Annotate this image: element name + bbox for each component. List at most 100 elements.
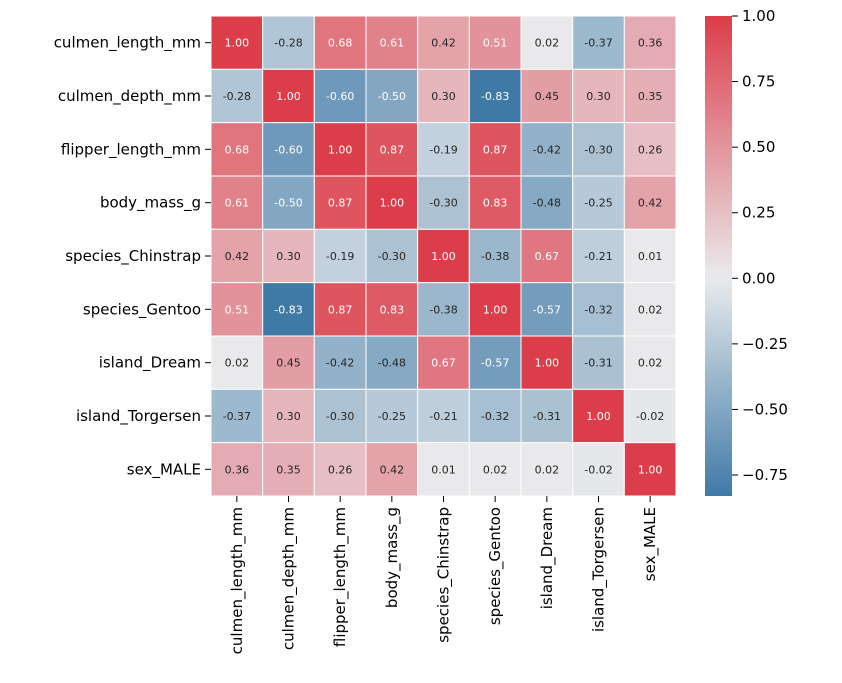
heatmap-cell-culmen-depth-mm-island-dream: [520, 68, 574, 124]
cell-value-label: -0.25: [584, 197, 612, 210]
cell-value-label: 0.87: [380, 143, 405, 156]
heatmap-cell-body-mass-g-culmen-depth-mm: [262, 175, 315, 230]
cell-value-label: -0.42: [326, 357, 354, 370]
column-tick-labels: culmen_length_mm culmen_depth_mm flipper_l…: [228, 496, 660, 654]
cell-value-label: 0.30: [276, 410, 301, 423]
heatmap-cell-culmen-depth-mm-culmen-length-mm: [210, 68, 264, 124]
heatmap-cell-island-torgersen-flipper-length-mm: [313, 388, 367, 444]
colorbar: 1.00 0.75 0.50 0.25 0.00 −0.25 −0.50 −0.75: [705, 7, 788, 496]
row-label-culmen-depth-mm: culmen_depth_mm: [58, 87, 201, 106]
cell-value-label: -0.25: [378, 410, 406, 423]
cell-value-label: -0.42: [533, 143, 561, 156]
heatmap-cell-culmen-length-mm-culmen-depth-mm: [262, 15, 315, 70]
row-label-sex-male: sex_MALE: [127, 460, 201, 479]
heatmap-cells: [210, 15, 677, 497]
cell-value-label: 0.36: [638, 37, 663, 50]
cell-value-label: 1.00: [535, 357, 560, 370]
heatmap-cell-sex-male-species-chinstrap: [417, 442, 470, 497]
heatmap-cell-species-gentoo-body-mass-g: [365, 282, 419, 337]
heatmap-cell-labels: 1.00 -0.28 0.68 0.61 0.42 0.51 0.02 -0.37 0.36 -0…: [223, 37, 665, 477]
colorbar-tick-label: −0.75: [742, 466, 788, 484]
cell-value-label: -0.57: [533, 303, 561, 316]
cell-value-label: 0.45: [276, 357, 301, 370]
row-label-island-torgersen: island_Torgersen: [76, 407, 201, 426]
heatmap-cell-species-chinstrap-body-mass-g: [365, 228, 419, 284]
heatmap-cell-body-mass-g-body-mass-g: [365, 175, 419, 230]
cell-value-label: 1.00: [586, 410, 611, 423]
heatmap-cell-species-chinstrap-island-dream: [520, 228, 574, 284]
cell-value-label: -0.30: [326, 410, 354, 423]
cell-value-label: 0.02: [483, 463, 508, 476]
heatmap-cell-culmen-length-mm-island-torgersen: [572, 15, 625, 70]
heatmap-cell-sex-male-island-dream: [520, 442, 574, 497]
heatmap-cell-species-chinstrap-culmen-length-mm: [210, 228, 264, 284]
colorbar-tick-label: −0.25: [742, 335, 788, 353]
cell-value-label: 0.35: [276, 463, 301, 476]
cell-value-label: 0.01: [638, 250, 663, 263]
heatmap-cell-island-dream-culmen-length-mm: [210, 335, 264, 390]
cell-value-label: -0.21: [429, 410, 457, 423]
cell-value-label: -0.38: [429, 303, 457, 316]
cell-value-label: -0.02: [636, 410, 664, 423]
row-label-island-dream: island_Dream: [99, 354, 201, 373]
cell-value-label: 1.00: [638, 463, 663, 476]
cell-value-label: -0.02: [584, 463, 612, 476]
heatmap-cell-species-chinstrap-sex-male: [623, 228, 677, 284]
column-label-species-chinstrap: species_Chinstrap: [435, 507, 454, 643]
cell-value-label: 1.00: [431, 250, 456, 263]
heatmap-cell-species-gentoo-culmen-length-mm: [210, 282, 264, 337]
heatmap-cell-culmen-length-mm-flipper-length-mm: [313, 15, 367, 70]
cell-value-label: 0.42: [431, 37, 456, 50]
heatmap-cell-sex-male-flipper-length-mm: [313, 442, 367, 497]
colorbar-tick-label: 0.75: [742, 73, 775, 91]
heatmap-cell-species-gentoo-culmen-depth-mm: [262, 282, 315, 337]
cell-value-label: 0.30: [586, 90, 611, 103]
heatmap-cell-sex-male-culmen-length-mm: [210, 442, 264, 497]
heatmap-cell-species-gentoo-sex-male: [623, 282, 677, 337]
heatmap-cell-culmen-depth-mm-island-torgersen: [572, 68, 625, 124]
colorbar-gradient: [705, 16, 732, 496]
heatmap-cell-island-torgersen-species-chinstrap: [417, 388, 470, 444]
cell-value-label: 0.45: [535, 90, 560, 103]
colorbar-tick-label: 0.50: [742, 138, 775, 156]
heatmap-cell-island-dream-island-dream: [520, 335, 574, 390]
cell-value-label: -0.38: [481, 250, 509, 263]
row-label-species-gentoo: species_Gentoo: [83, 300, 201, 319]
heatmap-cell-flipper-length-mm-island-dream: [520, 122, 574, 177]
cell-value-label: 0.26: [328, 463, 353, 476]
row-tick-labels: culmen_length_mm culmen_depth_mm flipper_l…: [54, 34, 211, 479]
cell-value-label: -0.50: [378, 90, 406, 103]
heatmap-cell-island-torgersen-species-gentoo: [468, 388, 522, 444]
heatmap-cell-culmen-depth-mm-flipper-length-mm: [313, 68, 367, 124]
cell-value-label: 0.02: [638, 357, 663, 370]
heatmap-cell-body-mass-g-sex-male: [623, 175, 677, 230]
cell-value-label: -0.50: [274, 197, 302, 210]
heatmap-cell-island-torgersen-body-mass-g: [365, 388, 419, 444]
heatmap-cell-culmen-depth-mm-species-chinstrap: [417, 68, 470, 124]
heatmap-cell-culmen-length-mm-culmen-length-mm: [210, 15, 264, 70]
cell-value-label: 0.42: [225, 250, 250, 263]
cell-value-label: -0.32: [584, 303, 612, 316]
cell-value-label: -0.83: [481, 90, 509, 103]
heatmap-cell-island-dream-species-chinstrap: [417, 335, 470, 390]
cell-value-label: -0.37: [223, 410, 251, 423]
colorbar-tick-label: 1.00: [742, 7, 775, 25]
cell-value-label: 1.00: [380, 197, 405, 210]
heatmap-cell-sex-male-culmen-depth-mm: [262, 442, 315, 497]
cell-value-label: 0.30: [431, 90, 456, 103]
cell-value-label: 0.51: [225, 303, 250, 316]
cell-value-label: -0.31: [533, 410, 561, 423]
heatmap-cell-sex-male-species-gentoo: [468, 442, 522, 497]
heatmap-cell-sex-male-body-mass-g: [365, 442, 419, 497]
heatmap-cell-flipper-length-mm-sex-male: [623, 122, 677, 177]
cell-value-label: 0.83: [380, 303, 405, 316]
cell-value-label: 0.02: [535, 463, 560, 476]
cell-value-label: -0.57: [481, 357, 509, 370]
cell-value-label: 0.68: [225, 143, 250, 156]
cell-value-label: -0.19: [326, 250, 354, 263]
heatmap-cell-body-mass-g-culmen-length-mm: [210, 175, 264, 230]
row-label-species-chinstrap: species_Chinstrap: [65, 247, 201, 266]
heatmap-cell-species-gentoo-species-chinstrap: [417, 282, 470, 337]
heatmap-cell-island-torgersen-culmen-length-mm: [210, 388, 264, 444]
cell-value-label: 0.68: [328, 37, 353, 50]
